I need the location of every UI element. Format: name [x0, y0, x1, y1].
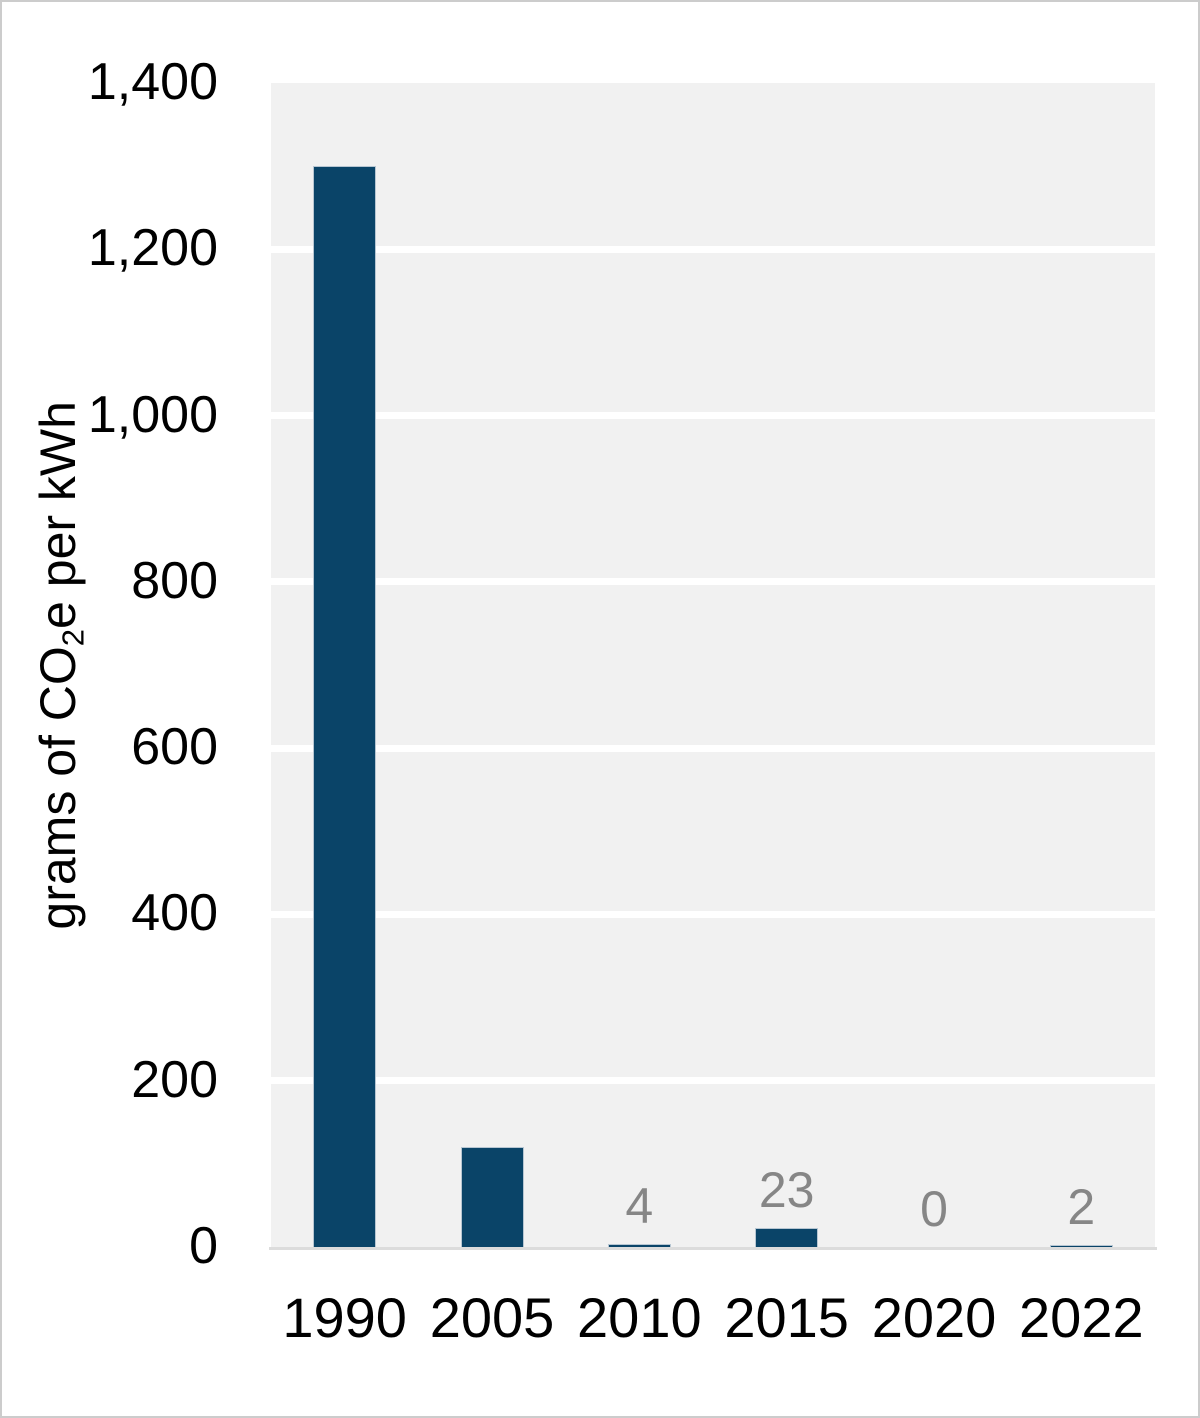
y-tick-label: 1,000 — [87, 385, 218, 444]
x-tick-label: 1990 — [282, 1286, 407, 1349]
gridline — [271, 245, 1155, 253]
y-axis-title-suffix: e per kWh — [29, 400, 86, 629]
gridline — [271, 412, 1155, 420]
bar-value-label: 23 — [758, 1161, 815, 1218]
y-axis-title-subscript: 2 — [55, 628, 91, 646]
y-tick-label: 600 — [131, 717, 218, 776]
y-tick-label: 400 — [131, 884, 218, 943]
x-tick-label: 2015 — [724, 1286, 849, 1349]
x-tick-label: 2022 — [1019, 1286, 1144, 1349]
x-axis-line — [269, 1247, 1157, 1250]
bar — [755, 1227, 819, 1247]
bar-value-label: 0 — [920, 1181, 948, 1237]
gridline — [271, 578, 1155, 586]
plot-area: 4 23 0 2 — [271, 83, 1155, 1247]
x-tick-label: 2020 — [871, 1286, 997, 1349]
bar — [1049, 1245, 1113, 1247]
gridline — [271, 1077, 1155, 1085]
x-tick-label: 2010 — [577, 1286, 702, 1349]
gridline — [271, 744, 1155, 752]
bar-value-label: 4 — [625, 1177, 654, 1234]
y-tick-label: 200 — [131, 1050, 218, 1109]
bar-value-label: 2 — [1067, 1179, 1096, 1236]
y-axis-title-prefix: grams of CO — [29, 645, 86, 930]
bar — [607, 1243, 671, 1247]
y-axis-title-text: grams of CO2e per kWh — [29, 401, 92, 930]
y-tick-label: 1,200 — [87, 219, 218, 278]
y-tick-label: 0 — [189, 1216, 218, 1275]
y-axis-title: grams of CO2e per kWh — [24, 83, 96, 1247]
y-tick-label: 800 — [131, 551, 218, 610]
gridline — [271, 910, 1155, 918]
y-tick-label: 1,400 — [87, 52, 218, 111]
bar — [460, 1147, 524, 1247]
x-tick-label: 2005 — [429, 1286, 555, 1349]
bar — [313, 166, 377, 1247]
